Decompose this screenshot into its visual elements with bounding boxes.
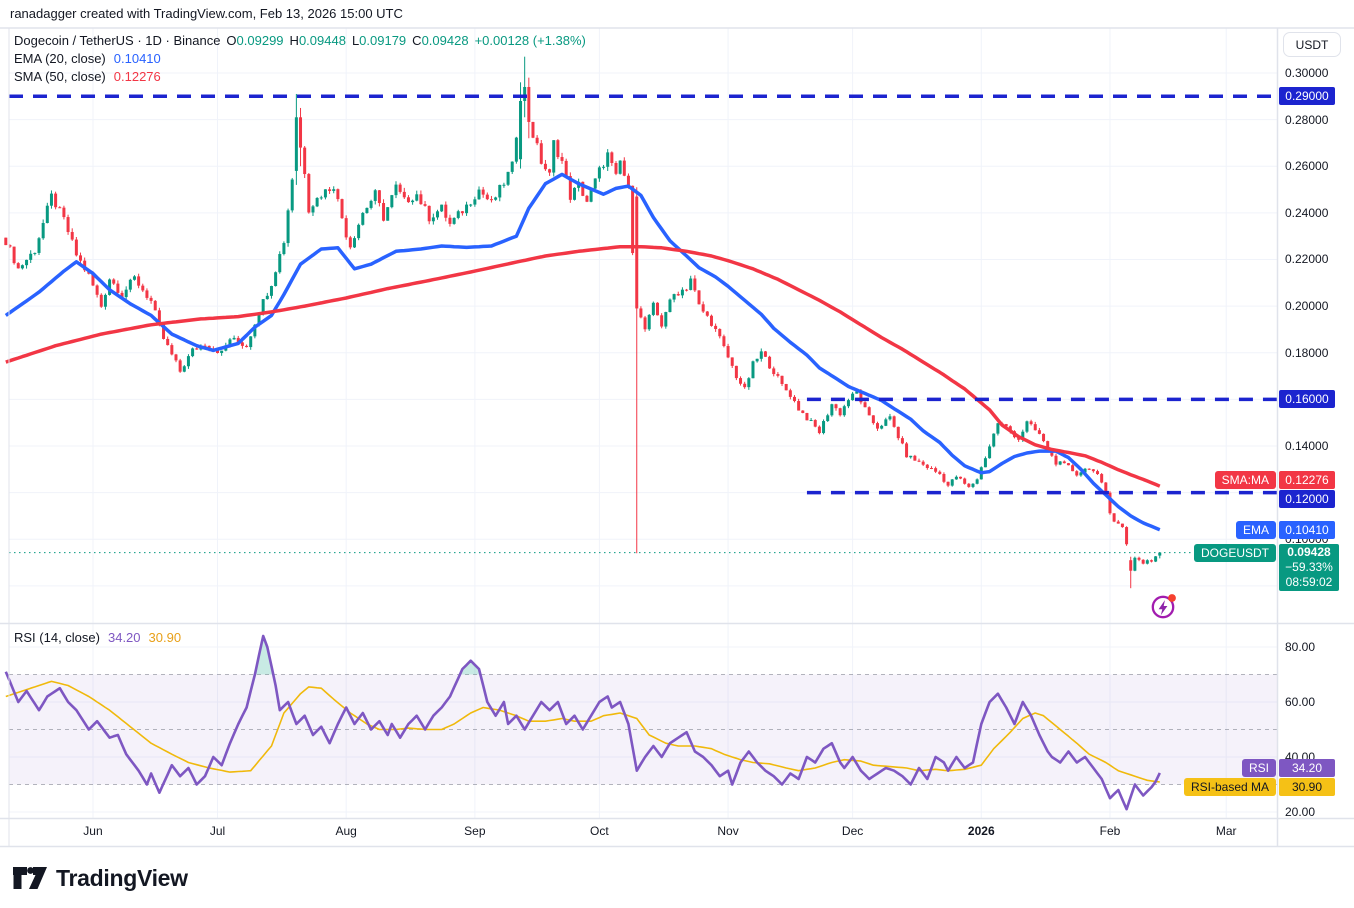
sma-legend-row[interactable]: SMA (50, close) 0.12276 [14, 68, 586, 86]
low-value: 0.09179 [359, 33, 407, 48]
change-value: +0.00128 (+1.38%) [474, 33, 586, 48]
time-axis-label[interactable]: Oct [590, 824, 609, 838]
rsi-ma-line[interactable] [5, 680, 1160, 783]
currency-button[interactable]: USDT [1283, 32, 1341, 57]
tradingview-logo[interactable]: TradingView [13, 862, 188, 894]
price-axis-tick: 0.20000 [1285, 299, 1329, 314]
price-label-chip: 30.90 [1279, 777, 1335, 796]
symbol-row: Dogecoin / TetherUS · 1D · Binance O0.092… [14, 32, 586, 50]
time-axis-label[interactable]: Aug [335, 824, 357, 838]
price-label-chip: 0.12000 [1279, 489, 1335, 508]
symbol-price-tag: DOGEUSDT [1193, 543, 1276, 562]
sma-ma-tag: SMA:MA [1214, 470, 1276, 489]
time-axis-label[interactable]: Jul [209, 824, 226, 838]
time-axis-label[interactable]: Sep [464, 824, 486, 838]
price-axis-tick: 0.26000 [1285, 159, 1329, 174]
price-axis-tick: 0.14000 [1285, 438, 1329, 453]
ema-tag: EMA [1235, 520, 1276, 539]
time-axis-label[interactable]: Feb [1099, 824, 1121, 838]
rsi-label: RSI (14, close) [14, 630, 100, 645]
time-axis-label[interactable]: 2026 [967, 824, 995, 838]
rsi-axis-tick: 20.00 [1285, 804, 1316, 819]
low-label: L [351, 33, 360, 48]
high-label: H [289, 33, 299, 48]
rsi-legend[interactable]: RSI (14, close) 34.20 30.90 [14, 629, 181, 647]
price-label-chip: 0.29000 [1279, 87, 1335, 106]
ema-line[interactable] [4, 172, 1161, 532]
alert-flash-icon[interactable] [1149, 592, 1178, 621]
sma-line[interactable] [5, 244, 1161, 488]
rsi-line[interactable] [4, 634, 1161, 811]
symbol-title[interactable]: Dogecoin / TetherUS · 1D · Binance [14, 33, 221, 48]
close-value: 0.09428 [421, 33, 469, 48]
time-axis-label[interactable]: Jun [83, 824, 103, 838]
sma-value: 0.12276 [113, 69, 161, 84]
last-price-value: 0.09428 [1287, 544, 1331, 559]
alert-red-dot [1168, 594, 1176, 602]
price-axis-tick: 0.30000 [1285, 65, 1329, 80]
lightning-bolt-icon [1158, 600, 1168, 616]
last-price-change: −59.33% [1285, 559, 1333, 574]
price-axis-tick: 0.18000 [1285, 345, 1329, 360]
candlestick-series [4, 56, 1162, 589]
last-price-label: 0.09428 −59.33% 08:59:02 [1279, 543, 1339, 591]
attribution: ranadagger created with TradingView.com,… [10, 6, 403, 21]
ema-value: 0.10410 [113, 51, 161, 66]
bar-countdown: 08:59:02 [1285, 574, 1333, 589]
rsi-overbought-fill [254, 636, 274, 675]
high-value: 0.09448 [298, 33, 346, 48]
price-axis-tick: 0.24000 [1285, 205, 1329, 220]
price-axis-tick: 0.22000 [1285, 252, 1329, 267]
price-label-chip: 0.16000 [1279, 390, 1335, 409]
time-axis-label[interactable]: Dec [841, 824, 864, 838]
close-label: C [412, 33, 422, 48]
rsi-tag: RSI [1241, 758, 1276, 777]
ema-legend-row[interactable]: EMA (20, close) 0.10410 [14, 50, 586, 68]
rsi-based-ma-tag: RSI-based MA [1183, 777, 1276, 796]
rsi-value: 34.20 [107, 630, 141, 645]
ema-label: EMA (20, close) [14, 51, 106, 66]
price-label-chip: 0.12276 [1279, 470, 1335, 489]
tradingview-mark-icon [13, 867, 47, 889]
price-label-chip: 34.20 [1279, 758, 1335, 777]
time-axis-label[interactable]: Nov [717, 824, 739, 838]
sma-label: SMA (50, close) [14, 69, 106, 84]
rsi-axis-tick: 60.00 [1285, 694, 1316, 709]
time-axis-label[interactable]: Mar [1215, 824, 1237, 838]
tradingview-logo-text: TradingView [56, 864, 188, 891]
symbol-legend: Dogecoin / TetherUS · 1D · Binance O0.092… [14, 32, 586, 86]
rsi-axis-tick: 80.00 [1285, 639, 1316, 654]
open-label: O [226, 33, 237, 48]
open-value: 0.09299 [236, 33, 284, 48]
price-axis-tick: 0.28000 [1285, 112, 1329, 127]
price-label-chip: 0.10410 [1279, 520, 1335, 539]
rsi-ma-value: 30.90 [148, 630, 182, 645]
rsi-overbought-fill [459, 660, 481, 675]
